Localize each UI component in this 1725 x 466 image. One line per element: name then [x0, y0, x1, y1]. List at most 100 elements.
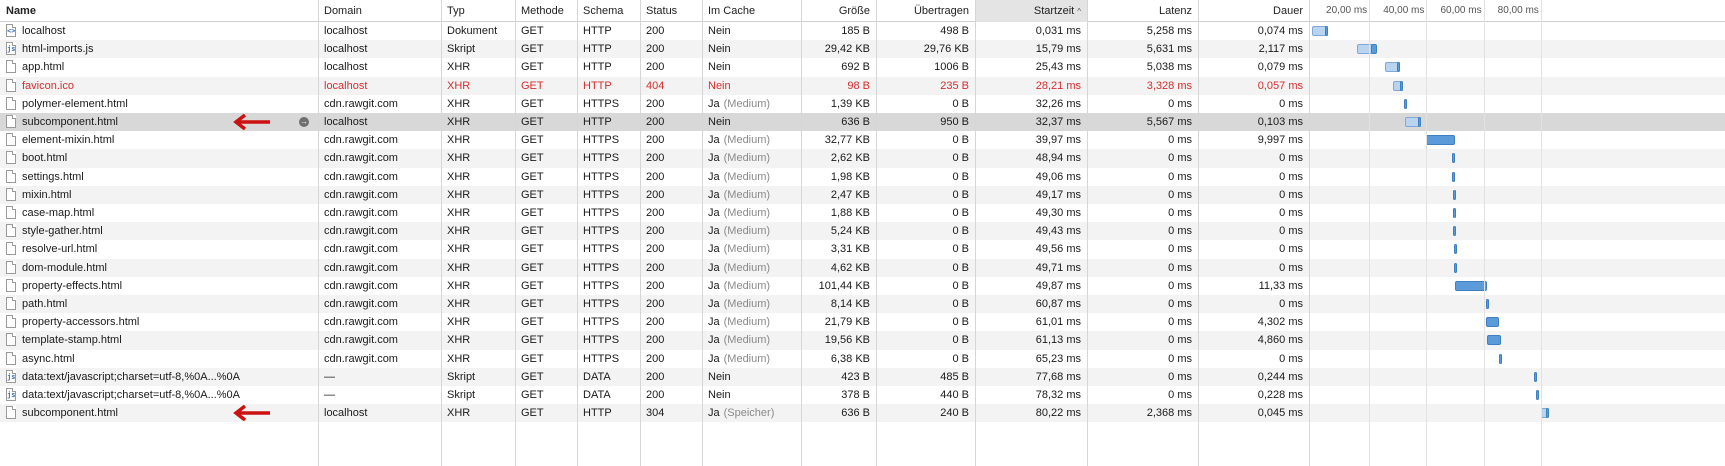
cell-size-value: 21,79 KB — [824, 316, 870, 329]
table-row[interactable]: subcomponent.html localhost XHR GET HTTP 304 J… — [0, 404, 1725, 423]
waterfall-receive-bar — [1535, 390, 1539, 400]
table-row[interactable]: favicon.ico localhost XHR GET HTTP 404 Nein 98 … — [0, 76, 1725, 95]
cell-method: GET — [515, 259, 577, 277]
table-row[interactable]: template-stamp.html cdn.rawgit.com XHR GET H… — [0, 331, 1725, 350]
cell-transferred-value: 0 B — [952, 352, 969, 365]
request-name: path.html — [22, 298, 68, 310]
cell-duration: 0,074 ms — [1198, 22, 1309, 40]
table-row[interactable]: element-mixin.html cdn.rawgit.com XHR GET HT… — [0, 131, 1725, 150]
cell-cached-value: Nein — [708, 25, 731, 37]
cell-start: 49,30 ms — [975, 204, 1087, 222]
cell-domain-value: cdn.rawgit.com — [324, 97, 398, 110]
table-row[interactable]: mixin.html cdn.rawgit.com XHR GET HTTPS 200 Ja… — [0, 185, 1725, 204]
cell-cached: Nein — [702, 368, 801, 386]
go-to-arrow-icon[interactable]: → — [299, 117, 309, 127]
column-header-name[interactable]: Name — [6, 5, 36, 17]
cell-type-value: XHR — [447, 261, 471, 274]
table-row[interactable]: js html-imports.js localhost Skript GET HTTP 2… — [0, 40, 1725, 59]
cell-duration-value: 0 ms — [1279, 97, 1303, 110]
cell-transferred-value: 498 B — [940, 25, 969, 37]
cell-start: 25,43 ms — [975, 58, 1087, 76]
waterfall-receive-bar — [1404, 98, 1408, 109]
waterfall-receive-bar — [1452, 208, 1456, 218]
request-name: property-accessors.html — [22, 316, 140, 329]
cell-size: 692 B — [801, 58, 876, 76]
cell-domain-value: — — [324, 370, 335, 383]
cell-start-value: 80,22 ms — [1035, 407, 1081, 420]
cell-duration: 0,228 ms — [1198, 386, 1309, 404]
table-row[interactable]: path.html cdn.rawgit.com XHR GET HTTPS 200 Ja(… — [0, 295, 1725, 314]
cell-method-value: GET — [521, 407, 544, 420]
cell-scheme-value: HTTP — [583, 79, 612, 92]
cell-transferred: 0 B — [876, 222, 975, 240]
cell-domain-value: localhost — [324, 407, 368, 420]
cell-size: 2,62 KB — [801, 149, 876, 167]
cell-latency: 0 ms — [1087, 149, 1198, 167]
cache-source-note: (Medium) — [723, 316, 771, 329]
table-row[interactable]: case-map.html cdn.rawgit.com XHR GET HTTPS 20… — [0, 204, 1725, 223]
cell-method-value: GET — [521, 316, 544, 329]
cell-status-value: 200 — [646, 61, 665, 74]
cell-domain: cdn.rawgit.com — [318, 222, 441, 240]
cell-latency: 0 ms — [1087, 259, 1198, 277]
cell-start: 39,97 ms — [975, 131, 1087, 149]
cell-type-value: XHR — [447, 61, 471, 74]
column-header-scheme[interactable]: Schema — [583, 5, 624, 17]
cell-size: 636 B — [801, 404, 876, 422]
cell-transferred-value: 0 B — [952, 152, 969, 165]
cell-domain: — — [318, 368, 441, 386]
cell-size: 5,24 KB — [801, 222, 876, 240]
cell-latency-value: 0 ms — [1168, 188, 1192, 201]
table-row[interactable]: app.html localhost XHR GET HTTP 200 Nein 692 B 1… — [0, 58, 1725, 77]
table-row[interactable]: dom-module.html cdn.rawgit.com XHR GET HTTPS… — [0, 258, 1725, 277]
request-name: subcomponent.html — [22, 116, 118, 128]
table-row[interactable]: property-accessors.html cdn.rawgit.com XHR… — [0, 313, 1725, 332]
cell-cached: Nein — [702, 386, 801, 404]
table-row[interactable]: async.html cdn.rawgit.com XHR GET HTTPS 200 Ja… — [0, 349, 1725, 368]
cell-transferred-value: 0 B — [952, 170, 969, 183]
column-header-method[interactable]: Methode — [521, 5, 564, 17]
table-row[interactable]: style-gather.html cdn.rawgit.com XHR GET HTT… — [0, 222, 1725, 241]
table-row[interactable]: js data:text/javascript;charset=utf-8,%0A… — [0, 386, 1725, 405]
column-header-transferred[interactable]: Übertragen — [913, 5, 969, 17]
cell-start: 49,56 ms — [975, 240, 1087, 258]
waterfall-receive-bar — [1371, 44, 1378, 55]
cell-cached: Ja (Medium) — [702, 95, 801, 113]
table-row[interactable]: polymer-element.html cdn.rawgit.com XHR GET… — [0, 94, 1725, 113]
column-header-size[interactable]: Größe — [838, 5, 870, 17]
column-header-cached[interactable]: Im Cache — [708, 5, 756, 17]
cell-domain: localhost — [318, 40, 441, 58]
table-row[interactable]: subcomponent.html → localhost XHR GET HTTP 200… — [0, 113, 1725, 132]
column-header-duration[interactable]: Dauer — [1273, 5, 1303, 17]
cell-duration-value: 11,33 ms — [1258, 279, 1303, 292]
cell-scheme: HTTPS — [577, 95, 640, 113]
column-header-status[interactable]: Status — [646, 5, 678, 17]
cell-scheme: DATA — [577, 386, 640, 404]
table-row[interactable]: resolve-url.html cdn.rawgit.com XHR GET HTTP… — [0, 240, 1725, 259]
script-icon: js — [6, 388, 16, 401]
waterfall-gridline — [1483, 0, 1485, 466]
table-row[interactable]: property-effects.html cdn.rawgit.com XHR GE… — [0, 276, 1725, 295]
cell-duration-value: 0,079 ms — [1257, 61, 1303, 74]
cell-size-value: 2,62 KB — [830, 152, 870, 165]
cell-domain-value: cdn.rawgit.com — [324, 225, 398, 238]
table-row[interactable]: <> localhost localhost Dokument GET HTTP 200 Ne… — [0, 22, 1725, 41]
column-header-start[interactable]: Startzeit ^ — [975, 0, 1087, 22]
table-row[interactable]: settings.html cdn.rawgit.com XHR GET HTTPS 20… — [0, 167, 1725, 186]
table-row[interactable]: js data:text/javascript;charset=utf-8,%0A… — [0, 367, 1725, 386]
cell-cached-value: Nein — [708, 370, 731, 383]
cell-method: GET — [515, 331, 577, 349]
cell-start-value: 78,32 ms — [1035, 389, 1081, 401]
column-header-type[interactable]: Typ — [447, 5, 465, 17]
cache-source-note: (Medium) — [723, 261, 771, 274]
cell-type-value: XHR — [447, 243, 471, 256]
column-header-latency[interactable]: Latenz — [1158, 5, 1192, 17]
cell-name: case-map.html — [0, 204, 318, 222]
cell-start: 80,22 ms — [975, 404, 1087, 422]
table-row[interactable]: boot.html cdn.rawgit.com XHR GET HTTPS 200 Ja(… — [0, 149, 1725, 168]
column-header-domain[interactable]: Domain — [324, 5, 362, 17]
cell-name: property-effects.html — [0, 277, 318, 295]
waterfall-receive-bar — [1397, 62, 1401, 73]
cell-method: GET — [515, 368, 577, 386]
